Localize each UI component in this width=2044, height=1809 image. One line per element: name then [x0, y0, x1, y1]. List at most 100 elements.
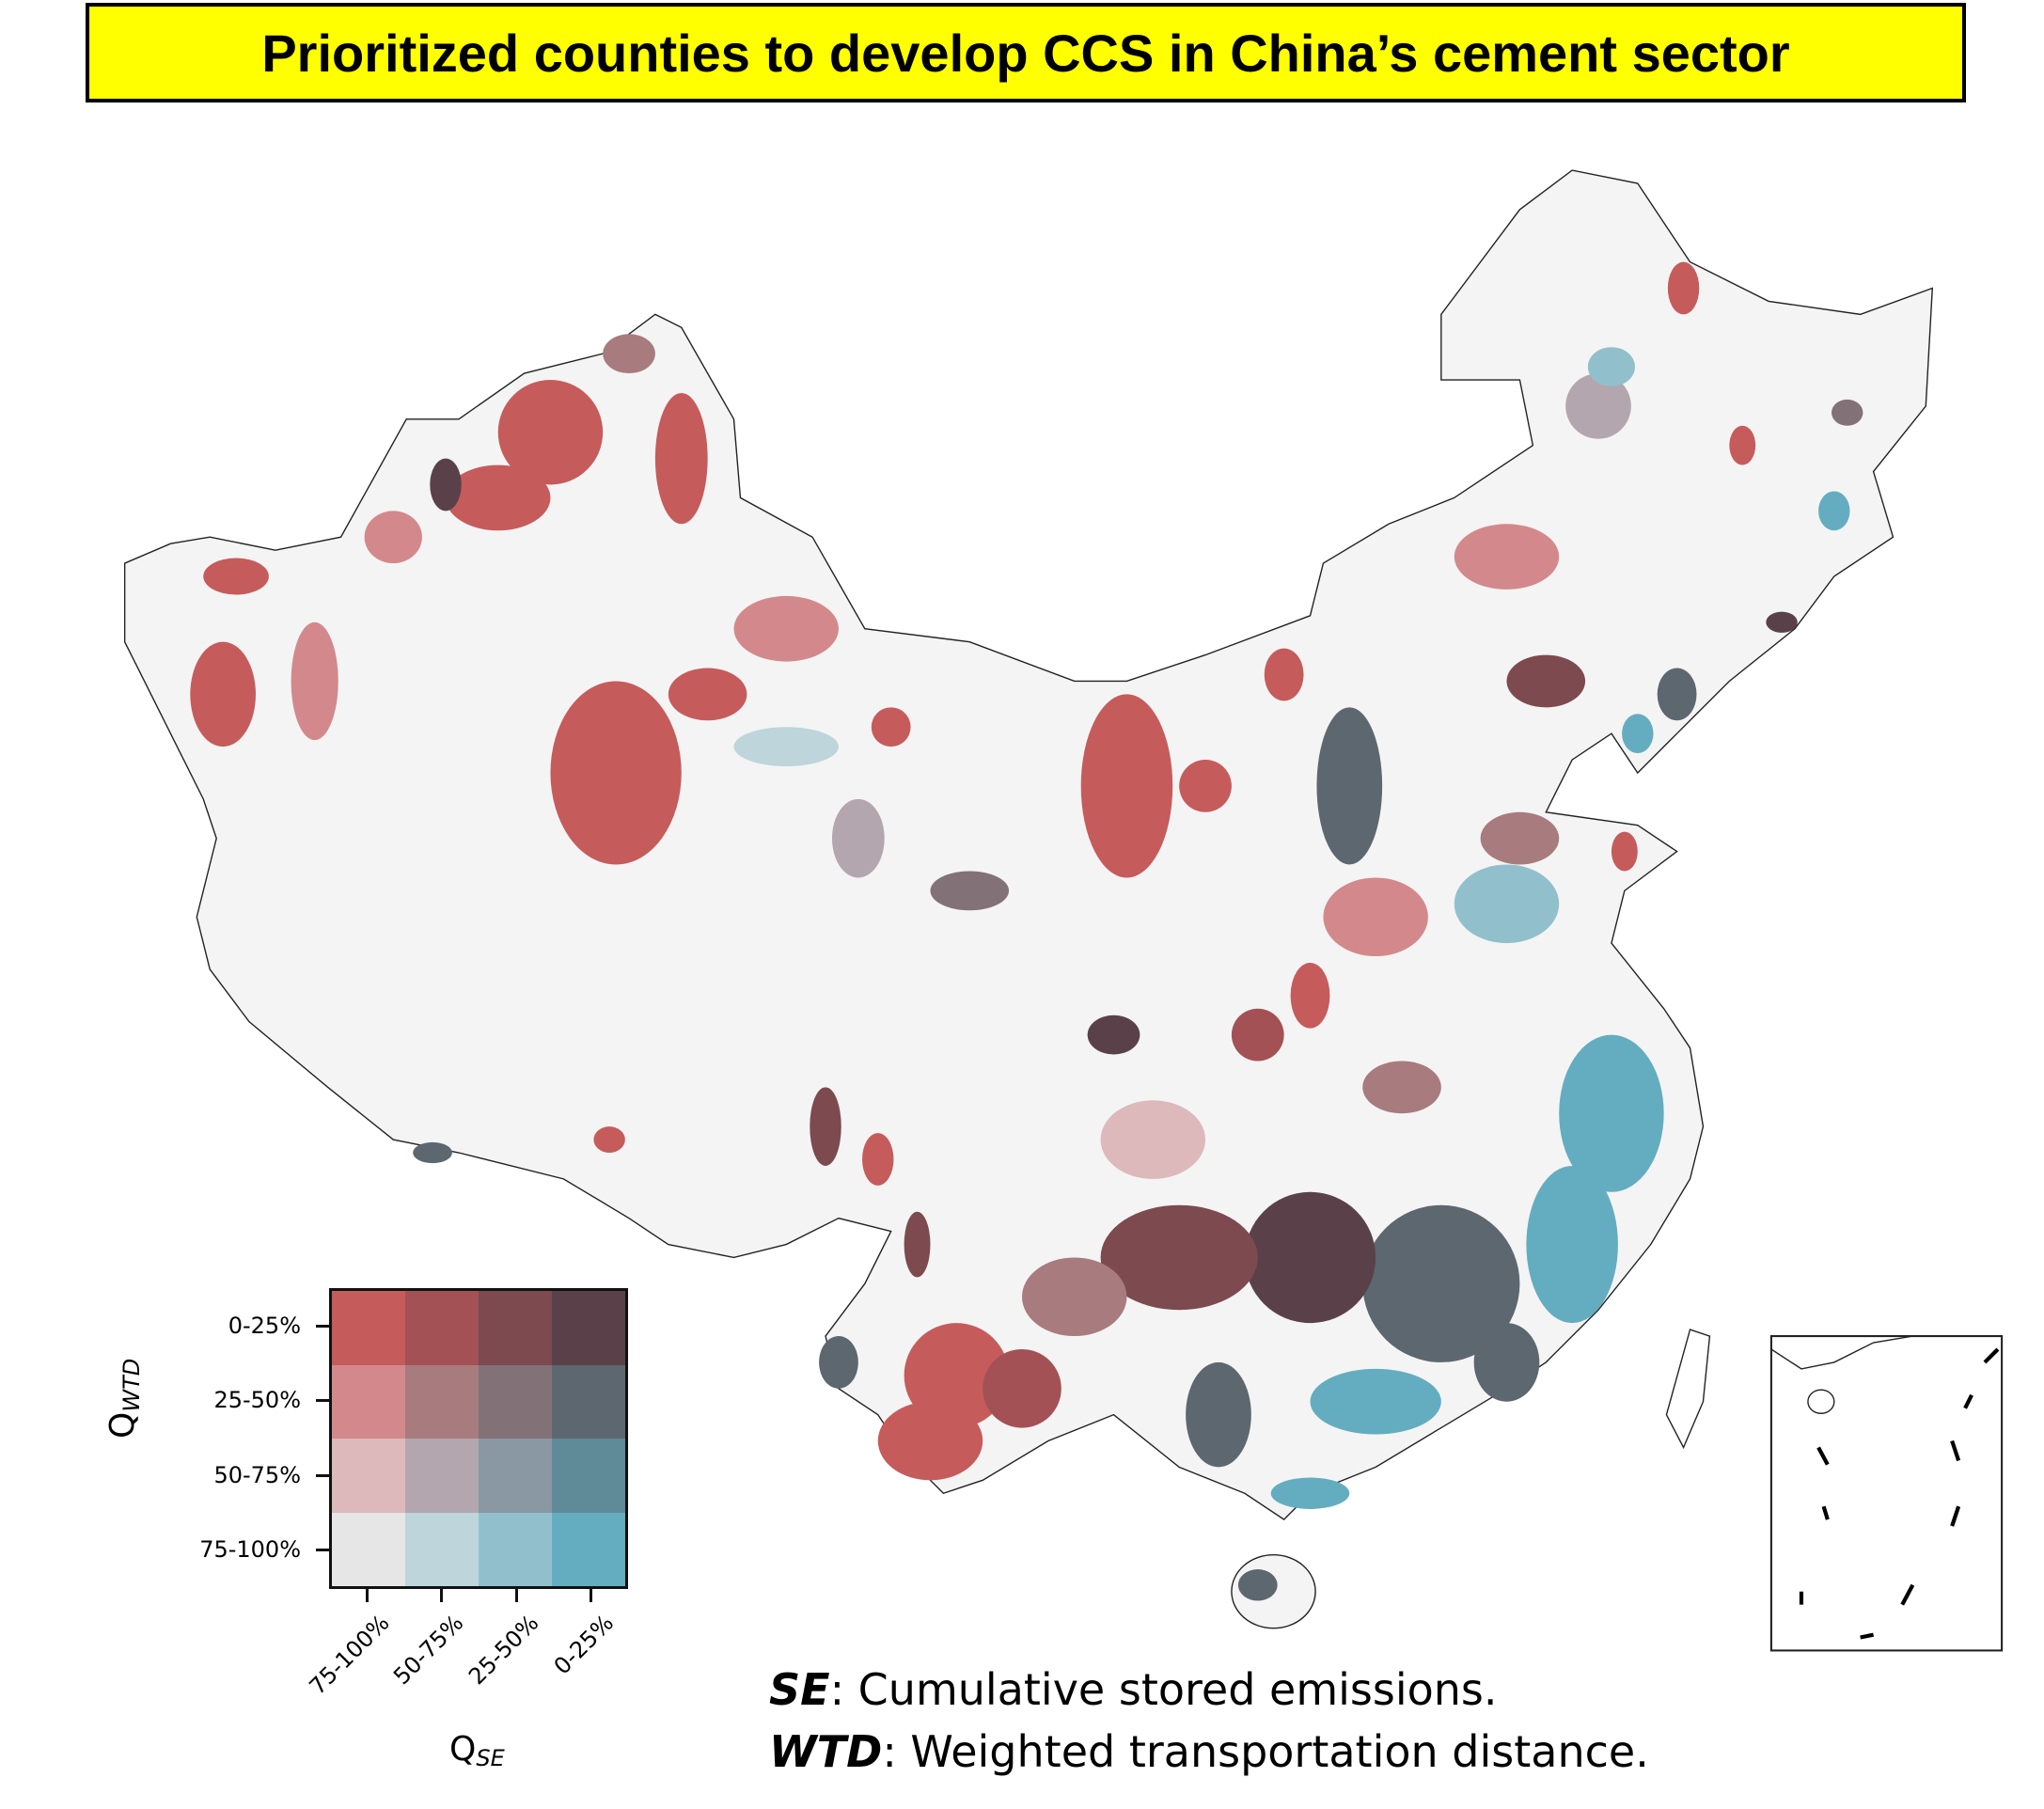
- county-region: [654, 392, 708, 525]
- legend-cell: [405, 1364, 479, 1439]
- legend-cell: [552, 1512, 625, 1586]
- county-region: [733, 727, 839, 767]
- county-region: [1559, 1034, 1664, 1192]
- county-region: [1100, 1100, 1206, 1179]
- county-region: [1316, 707, 1383, 865]
- county-region: [1454, 524, 1560, 590]
- county-region: [862, 1133, 894, 1186]
- title-box: Prioritized counties to develop CCS in C…: [86, 3, 1966, 102]
- county-region: [877, 1401, 983, 1481]
- county-region: [1022, 1257, 1127, 1337]
- legend-cell: [332, 1291, 405, 1365]
- legend-cell: [405, 1439, 479, 1513]
- county-regions: [190, 261, 1863, 1601]
- county-region: [1667, 261, 1700, 315]
- legend-ylabel: QWTD: [103, 1358, 145, 1439]
- county-region: [1186, 1361, 1251, 1468]
- county-region: [810, 1087, 841, 1166]
- legend-cell: [332, 1439, 405, 1513]
- county-region: [1565, 373, 1631, 439]
- legend-ytick-mark: [316, 1549, 329, 1552]
- south-china-sea-inset: [1769, 1335, 2004, 1652]
- chart-title: Prioritized counties to develop CCS in C…: [261, 23, 1790, 83]
- county-region: [497, 380, 604, 485]
- county-region: [593, 1126, 625, 1154]
- county-region: [364, 511, 422, 564]
- county-region: [1480, 811, 1560, 865]
- county-region: [190, 641, 256, 747]
- county-region: [983, 1348, 1061, 1428]
- county-region: [1611, 831, 1638, 872]
- legend-cell: [332, 1364, 405, 1439]
- county-region: [203, 558, 269, 595]
- note-se: SE: Cumulative stored emissions.: [769, 1664, 1498, 1715]
- legend-cell: [479, 1512, 552, 1586]
- legend-xtick-mark: [590, 1589, 593, 1602]
- legend-xtick-mark: [440, 1589, 444, 1602]
- county-region: [1244, 1191, 1376, 1324]
- county-region: [1231, 1008, 1284, 1062]
- county-region: [1080, 694, 1173, 878]
- legend-cell: [405, 1512, 479, 1586]
- bivariate-legend: [329, 1288, 628, 1589]
- county-region: [733, 595, 839, 662]
- county-region: [1766, 611, 1798, 633]
- legend-xlabel: QSE: [449, 1730, 505, 1771]
- county-region: [1237, 1569, 1278, 1601]
- china-mainland: [123, 169, 1934, 1521]
- legend-ytick-mark: [316, 1399, 329, 1403]
- legend-cell: [479, 1291, 552, 1365]
- legend-cell: [552, 1364, 625, 1439]
- legend-cell: [552, 1439, 625, 1513]
- county-region: [819, 1336, 858, 1389]
- legend-xtick-mark: [365, 1589, 369, 1602]
- county-region: [831, 798, 885, 878]
- county-region: [1362, 1204, 1520, 1362]
- county-region: [1473, 1323, 1540, 1402]
- county-region: [1506, 654, 1586, 708]
- county-region: [1264, 648, 1304, 701]
- county-region: [1454, 864, 1560, 944]
- county-region: [930, 871, 1010, 911]
- county-region: [1310, 1368, 1441, 1435]
- county-region: [1100, 1204, 1258, 1311]
- county-region: [904, 1211, 931, 1278]
- county-region: [1526, 1165, 1618, 1324]
- county-region: [1587, 347, 1636, 386]
- county-region: [603, 334, 655, 374]
- county-region: [1270, 1477, 1350, 1509]
- county-region: [1179, 760, 1232, 812]
- legend-cell: [332, 1512, 405, 1586]
- legend-cell: [405, 1291, 479, 1365]
- county-region: [1087, 1015, 1140, 1055]
- county-region: [1831, 399, 1863, 426]
- county-region: [413, 1141, 452, 1164]
- county-region: [445, 464, 551, 531]
- legend-ytick-label: 25-50%: [213, 1387, 301, 1414]
- legend-ytick-label: 75-100%: [199, 1536, 301, 1564]
- legend-cell: [479, 1439, 552, 1513]
- taiwan: [1665, 1329, 1711, 1450]
- county-region: [291, 621, 338, 741]
- county-region: [871, 707, 911, 747]
- county-region: [1622, 714, 1654, 754]
- legend-cell: [479, 1364, 552, 1439]
- legend-cell: [552, 1291, 625, 1365]
- county-region: [1290, 962, 1330, 1029]
- county-region: [550, 681, 682, 865]
- county-region: [1729, 425, 1756, 465]
- legend-ytick-mark: [316, 1324, 329, 1328]
- county-region: [1323, 877, 1428, 957]
- county-region: [1657, 668, 1697, 721]
- county-region: [668, 668, 747, 721]
- note-wtd: WTD: Weighted transportation distance.: [769, 1726, 1649, 1777]
- legend-xtick-mark: [514, 1589, 518, 1602]
- county-region: [430, 458, 462, 511]
- inset-frame: [1769, 1335, 2004, 1652]
- legend-ytick-mark: [316, 1473, 329, 1477]
- county-region: [1818, 491, 1850, 531]
- county-region: [1362, 1061, 1441, 1114]
- legend-ytick-label: 50-75%: [213, 1461, 301, 1488]
- legend-ytick-label: 0-25%: [228, 1312, 301, 1339]
